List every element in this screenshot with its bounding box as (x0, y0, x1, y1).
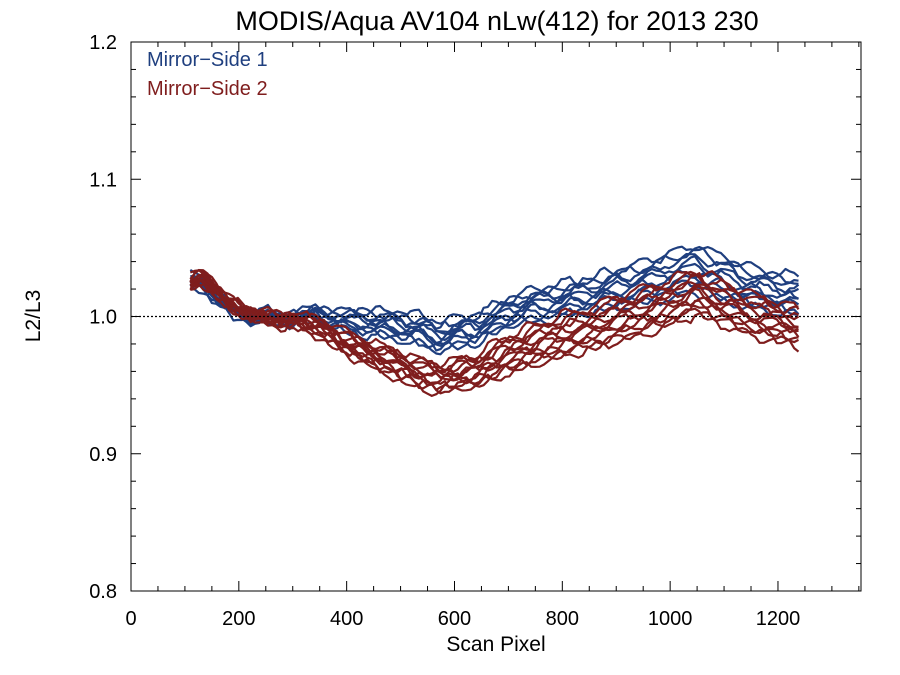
x-tick-label: 400 (330, 608, 363, 630)
y-tick-label: 1.2 (89, 32, 117, 54)
series-line-mirror-side-1 (190, 245, 799, 328)
series-line-mirror-side-2 (190, 283, 800, 397)
x-tick-label: 0 (125, 608, 136, 630)
x-tick-label: 200 (222, 608, 255, 630)
legend-entry-mirror-side-2: Mirror−Side 2 (147, 78, 268, 100)
series-line-mirror-side-2 (190, 277, 800, 387)
x-tick-label: 1200 (756, 608, 801, 630)
y-tick-label: 1.0 (89, 307, 117, 329)
x-tick-label: 600 (438, 608, 471, 630)
x-tick-label: 800 (546, 608, 579, 630)
series-line-mirror-side-2 (189, 274, 799, 395)
x-axis-title: Scan Pixel (446, 633, 545, 656)
tick-labels: 0 200 400 600 800 1000 1200 0.8 0.9 1.0 1.1 1.2 (89, 32, 800, 630)
legend: Mirror−Side 1 Mirror−Side 2 (147, 49, 268, 100)
legend-entry-mirror-side-1: Mirror−Side 1 (147, 49, 268, 71)
y-tick-label: 1.1 (89, 169, 117, 191)
axis-ticks (130, 41, 861, 592)
y-tick-label: 0.8 (89, 581, 117, 603)
x-tick-label: 1000 (648, 608, 693, 630)
series-line-mirror-side-2 (189, 268, 799, 379)
y-axis-title: L2/L3 (22, 290, 45, 343)
series-lines (189, 245, 800, 397)
chart-title: MODIS/Aqua AV104 nLw(412) for 2013 230 (235, 6, 758, 36)
y-tick-label: 0.9 (89, 444, 117, 466)
